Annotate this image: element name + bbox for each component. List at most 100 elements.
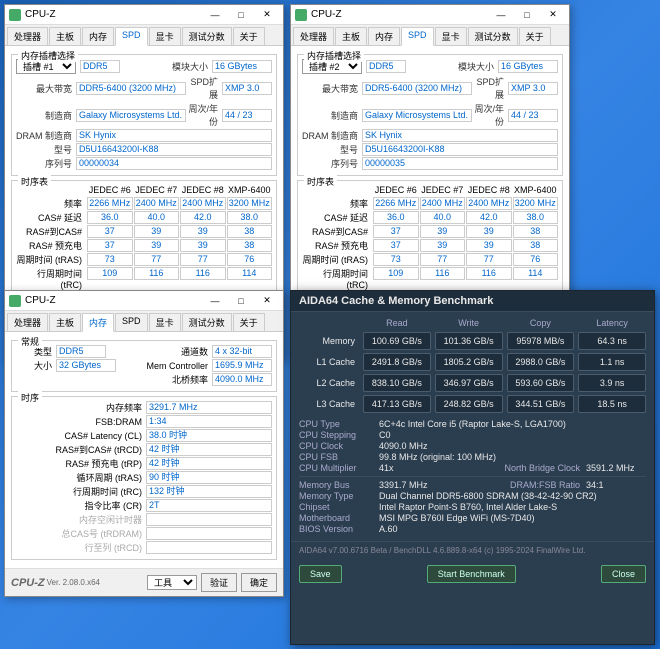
aida-cell: 344.51 GB/s: [507, 395, 575, 413]
timing-row-label: CAS# 延迟: [16, 211, 86, 224]
tab-mainboard[interactable]: 主板: [49, 27, 81, 45]
aida-info-label: Memory Bus: [299, 480, 379, 490]
timing-row-label: 频率: [302, 197, 372, 210]
tab-about[interactable]: 关于: [233, 313, 265, 331]
minimize-button[interactable]: —: [203, 7, 227, 23]
tab-mainboard[interactable]: 主板: [335, 27, 367, 45]
timing-cell: 109: [373, 267, 419, 280]
tab-bench[interactable]: 测试分数: [182, 313, 232, 331]
aida-info-extra-value: 34:1: [586, 480, 646, 490]
minimize-button[interactable]: —: [203, 293, 227, 309]
ok-button[interactable]: 确定: [241, 573, 277, 592]
week-label: 周次/年份: [186, 102, 222, 128]
mem-type: DDR5: [80, 60, 120, 73]
aida-row-label: L3 Cache: [299, 399, 359, 409]
maximize-button[interactable]: □: [515, 7, 539, 23]
aida-title[interactable]: AIDA64 Cache & Memory Benchmark: [291, 291, 654, 312]
tab-about[interactable]: 关于: [519, 27, 551, 45]
mfr: Galaxy Microsystems Ltd.: [362, 109, 472, 122]
tab-graphics[interactable]: 显卡: [149, 313, 181, 331]
cpuz-icon: [9, 9, 21, 21]
tab-mainboard[interactable]: 主板: [49, 313, 81, 331]
serial: 00000035: [362, 157, 558, 170]
dram-mfr: SK Hynix: [76, 129, 272, 142]
mem-row-value: 90 时钟: [146, 471, 272, 484]
titlebar[interactable]: CPU-Z — □ ✕: [5, 291, 283, 311]
dram-mfr-label: DRAM 制造商: [302, 129, 362, 142]
cpuz-logo: CPU-Z: [11, 577, 45, 589]
save-button[interactable]: Save: [299, 565, 342, 583]
aida-row-label: L1 Cache: [299, 357, 359, 367]
aida-info-row: Memory TypeDual Channel DDR5-6800 SDRAM …: [299, 491, 646, 501]
tab-memory[interactable]: 内存: [368, 27, 400, 45]
timing-cell: 73: [373, 253, 419, 266]
aida-info-label: Memory Type: [299, 491, 379, 501]
aida-info-value: A.60: [379, 524, 646, 534]
timing-cell: 37: [373, 239, 419, 252]
mem-row-value: [146, 527, 272, 540]
mem-row-label: 行周期时间 (tRC): [16, 485, 146, 498]
aida-info-label: CPU Multiplier: [299, 463, 379, 473]
tab-bar: 处理器 主板 内存 SPD 显卡 测试分数 关于: [5, 311, 283, 332]
timing-col-header: JEDEC #7: [134, 184, 180, 196]
col-latency: Latency: [578, 318, 646, 328]
week: 44 / 23: [508, 109, 558, 122]
mem-row-value: 1:34: [146, 415, 272, 428]
close-button[interactable]: ✕: [255, 293, 279, 309]
timing-cell: 114: [513, 267, 559, 280]
module-size: 16 GBytes: [498, 60, 558, 73]
titlebar[interactable]: CPU-Z — □ ✕: [291, 5, 569, 25]
tools-select[interactable]: 工具: [147, 575, 197, 590]
aida-info-value: Dual Channel DDR5-6800 SDRAM (38-42-42-9…: [379, 491, 646, 501]
tab-memory[interactable]: 内存: [82, 27, 114, 45]
mem-row-value: 132 时钟: [146, 485, 272, 498]
aida-info-extra-label: North Bridge Clock: [486, 463, 586, 473]
close-button[interactable]: ✕: [541, 7, 565, 23]
start-benchmark-button[interactable]: Start Benchmark: [427, 565, 516, 583]
window-title: CPU-Z: [25, 295, 203, 306]
timing-cell: 109: [87, 267, 133, 280]
aida-info-value: 41x: [379, 463, 486, 473]
max-bw-label: 最大带宽: [302, 82, 362, 95]
tab-memory[interactable]: 内存: [82, 313, 114, 332]
mem-type: DDR5: [366, 60, 406, 73]
spd-ext: XMP 3.0: [508, 82, 558, 95]
aida-row: L3 Cache417.13 GB/s248.82 GB/s344.51 GB/…: [299, 395, 646, 413]
timing-cell: 2266 MHz: [87, 197, 133, 210]
maximize-button[interactable]: □: [229, 293, 253, 309]
timing-row-label: RAS# 预充电: [16, 239, 86, 252]
tab-bench[interactable]: 测试分数: [182, 27, 232, 45]
aida-cell: 101.36 GB/s: [435, 332, 503, 350]
timing-cell: 39: [134, 225, 180, 238]
aida-info-label: Motherboard: [299, 513, 379, 523]
maximize-button[interactable]: □: [229, 7, 253, 23]
timing-cell: 39: [466, 239, 512, 252]
tab-cpu[interactable]: 处理器: [7, 27, 48, 45]
titlebar[interactable]: CPU-Z — □ ✕: [5, 5, 283, 25]
minimize-button[interactable]: —: [489, 7, 513, 23]
timing-cell: 36.0: [373, 211, 419, 224]
close-button[interactable]: ✕: [255, 7, 279, 23]
spd-ext: XMP 3.0: [222, 82, 272, 95]
tab-spd[interactable]: SPD: [401, 27, 434, 46]
aida64-window: AIDA64 Cache & Memory Benchmark Read Wri…: [290, 290, 655, 645]
tab-graphics[interactable]: 显卡: [149, 27, 181, 45]
tab-about[interactable]: 关于: [233, 27, 265, 45]
validate-button[interactable]: 验证: [201, 573, 237, 592]
aida-cell: 1805.2 GB/s: [435, 353, 503, 371]
tab-graphics[interactable]: 显卡: [435, 27, 467, 45]
tab-spd[interactable]: SPD: [115, 27, 148, 46]
mem-row-label: RAS# 预充电 (tRP): [16, 457, 146, 470]
tab-bench[interactable]: 测试分数: [468, 27, 518, 45]
close-button[interactable]: Close: [601, 565, 646, 583]
aida-info-label: CPU Clock: [299, 441, 379, 451]
max-bw-label: 最大带宽: [16, 82, 76, 95]
tab-spd[interactable]: SPD: [115, 313, 148, 331]
tab-cpu[interactable]: 处理器: [7, 313, 48, 331]
timing-row-label: RAS# 预充电: [302, 239, 372, 252]
max-bw: DDR5-6400 (3200 MHz): [76, 82, 186, 95]
col-copy: Copy: [507, 318, 575, 328]
timing-cell: 77: [180, 253, 226, 266]
tab-cpu[interactable]: 处理器: [293, 27, 334, 45]
timing-cell: 76: [513, 253, 559, 266]
